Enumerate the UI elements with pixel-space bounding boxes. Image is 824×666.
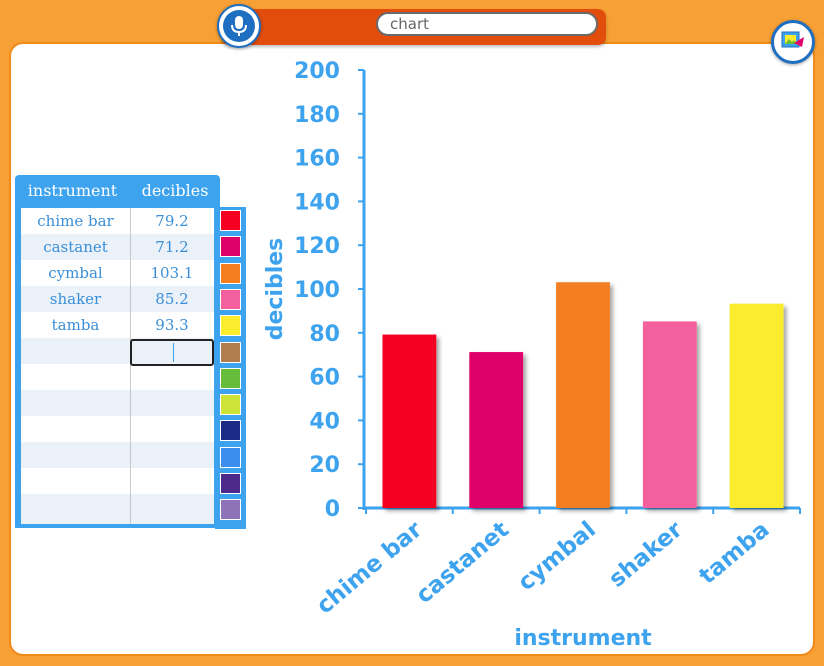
y-axis-title: decibles <box>263 238 288 341</box>
y-tick-label: 80 <box>309 322 340 347</box>
cell-value[interactable]: 93.3 <box>155 316 189 334</box>
search-input[interactable] <box>376 12 598 36</box>
microphone-button[interactable] <box>217 4 261 48</box>
table-row[interactable]: tamba 93.3 <box>21 312 214 338</box>
share-image-button[interactable] <box>771 20 815 64</box>
y-tick-label: 20 <box>309 453 340 478</box>
cell-value[interactable]: 71.2 <box>155 238 189 256</box>
table-row-empty[interactable] <box>21 442 214 468</box>
cell-instrument[interactable]: castanet <box>43 238 108 256</box>
color-swatch[interactable] <box>220 367 241 389</box>
color-swatch[interactable] <box>220 394 241 416</box>
column-header-decibles: decibles <box>141 180 209 200</box>
y-tick-label: 40 <box>309 409 340 434</box>
y-tick-label: 120 <box>294 234 340 259</box>
bar <box>642 321 697 508</box>
cell-instrument[interactable]: cymbal <box>48 264 103 282</box>
cell-instrument[interactable]: chime bar <box>37 212 114 230</box>
microphone-icon <box>223 10 255 42</box>
table-row-empty[interactable] <box>21 390 214 416</box>
cell-value[interactable]: 103.1 <box>150 264 194 282</box>
color-swatch[interactable] <box>220 210 241 231</box>
y-tick-label: 160 <box>294 147 340 172</box>
cell-instrument[interactable]: tamba <box>51 316 100 334</box>
table-row-empty[interactable] <box>21 494 214 524</box>
y-tick-label: 0 <box>325 497 340 522</box>
color-swatch[interactable] <box>220 236 241 258</box>
column-header-instrument: instrument <box>27 180 118 200</box>
color-swatch[interactable] <box>220 420 241 442</box>
table-row[interactable]: shaker 85.2 <box>21 286 214 312</box>
bar <box>556 282 610 508</box>
x-tick-label: cymbal <box>513 517 601 596</box>
bar <box>382 334 437 508</box>
selected-cell[interactable] <box>130 339 214 366</box>
color-swatch[interactable] <box>220 315 241 337</box>
bar <box>729 303 784 508</box>
color-swatch[interactable] <box>220 288 241 310</box>
cell-value[interactable]: 85.2 <box>155 290 189 308</box>
x-tick-label: chime bar <box>312 516 428 619</box>
table-row[interactable]: chime bar 79.2 <box>21 208 214 234</box>
color-swatch[interactable] <box>220 499 241 521</box>
table-row[interactable]: cymbal 103.1 <box>21 260 214 286</box>
y-tick-label: 140 <box>294 190 340 215</box>
color-swatch[interactable] <box>220 262 241 284</box>
bar <box>469 352 524 508</box>
text-caret <box>173 343 174 362</box>
y-tick-label: 180 <box>294 103 340 128</box>
y-tick-label: 200 <box>294 59 340 84</box>
color-swatch[interactable] <box>220 473 241 494</box>
x-tick-label: castanet <box>411 517 514 609</box>
table-body: chime bar 79.2 castanet 71.2 cymbal 103.… <box>21 208 214 524</box>
color-swatch[interactable] <box>220 341 241 363</box>
x-tick-label: shaker <box>604 516 688 592</box>
cell-value[interactable]: 79.2 <box>155 212 189 230</box>
x-tick-label: tamba <box>695 517 775 590</box>
column-divider <box>130 208 131 524</box>
y-tick-label: 60 <box>309 366 340 391</box>
table-header: instrument decibles <box>15 175 220 205</box>
color-swatch-column <box>215 207 246 529</box>
share-image-icon <box>780 29 806 55</box>
table-row[interactable]: castanet 71.2 <box>21 234 214 260</box>
y-tick-label: 100 <box>294 278 340 303</box>
x-axis-title: instrument <box>514 626 652 651</box>
cell-instrument[interactable]: shaker <box>49 290 102 308</box>
color-swatch[interactable] <box>220 446 241 468</box>
